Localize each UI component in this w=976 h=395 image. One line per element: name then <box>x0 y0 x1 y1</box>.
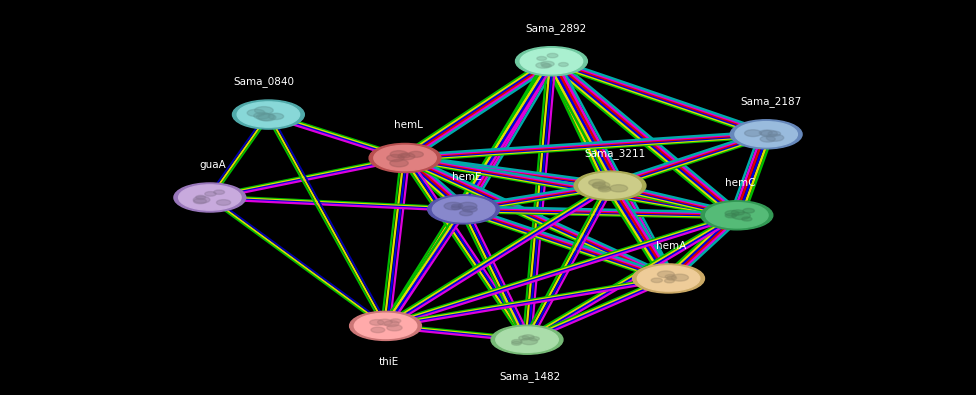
Circle shape <box>193 196 210 203</box>
Circle shape <box>390 150 408 158</box>
Text: hemA: hemA <box>657 241 686 251</box>
Circle shape <box>386 154 404 162</box>
Circle shape <box>637 266 700 291</box>
Circle shape <box>665 275 676 279</box>
Circle shape <box>671 274 688 281</box>
Circle shape <box>205 192 216 196</box>
Circle shape <box>706 203 768 228</box>
Circle shape <box>460 211 472 216</box>
Circle shape <box>592 183 605 188</box>
Text: Sama_2187: Sama_2187 <box>741 96 801 107</box>
Text: hemE: hemE <box>452 172 481 182</box>
Circle shape <box>370 320 384 325</box>
Circle shape <box>444 202 463 210</box>
Circle shape <box>574 171 646 200</box>
Circle shape <box>725 213 736 218</box>
Text: guaA: guaA <box>199 160 226 170</box>
Circle shape <box>452 204 462 208</box>
Circle shape <box>725 211 739 216</box>
Circle shape <box>589 179 605 186</box>
Circle shape <box>558 62 568 66</box>
Circle shape <box>389 159 408 167</box>
Circle shape <box>541 61 554 67</box>
Circle shape <box>451 206 461 210</box>
Circle shape <box>667 276 676 280</box>
Circle shape <box>378 319 392 325</box>
Circle shape <box>374 145 436 171</box>
Text: Sama_3211: Sama_3211 <box>585 148 645 159</box>
Circle shape <box>522 335 534 340</box>
Text: hemC: hemC <box>724 178 755 188</box>
Circle shape <box>732 212 751 220</box>
Circle shape <box>214 190 224 194</box>
Circle shape <box>743 209 754 213</box>
Circle shape <box>542 64 551 68</box>
Circle shape <box>259 114 276 121</box>
Circle shape <box>371 327 385 333</box>
Circle shape <box>760 130 777 137</box>
Circle shape <box>427 195 500 224</box>
Circle shape <box>179 185 241 210</box>
Circle shape <box>598 187 611 192</box>
Circle shape <box>398 153 415 160</box>
Circle shape <box>610 185 628 192</box>
Circle shape <box>760 136 775 142</box>
Circle shape <box>232 100 305 129</box>
Circle shape <box>193 199 207 204</box>
Circle shape <box>386 325 402 331</box>
Circle shape <box>579 173 641 198</box>
Circle shape <box>459 202 477 210</box>
Circle shape <box>518 336 529 340</box>
Circle shape <box>521 338 538 345</box>
Circle shape <box>254 113 270 119</box>
Circle shape <box>511 340 522 344</box>
Circle shape <box>511 341 521 345</box>
Circle shape <box>408 151 424 157</box>
Circle shape <box>745 130 761 137</box>
Text: Sama_1482: Sama_1482 <box>500 371 560 382</box>
Circle shape <box>537 56 547 60</box>
Circle shape <box>520 49 583 74</box>
Circle shape <box>536 62 550 68</box>
Circle shape <box>237 102 300 127</box>
Circle shape <box>349 311 422 340</box>
Circle shape <box>766 134 784 141</box>
Circle shape <box>255 107 273 114</box>
Circle shape <box>598 186 610 190</box>
Text: hemL: hemL <box>393 120 423 130</box>
Circle shape <box>529 337 540 341</box>
Circle shape <box>217 199 230 205</box>
Circle shape <box>174 183 246 212</box>
Circle shape <box>515 47 588 76</box>
Text: Sama_0840: Sama_0840 <box>233 76 294 87</box>
Circle shape <box>759 130 772 135</box>
Circle shape <box>658 271 674 278</box>
Circle shape <box>665 279 674 283</box>
Text: Sama_2892: Sama_2892 <box>526 23 587 34</box>
Circle shape <box>257 113 274 120</box>
Circle shape <box>196 196 206 199</box>
Circle shape <box>731 210 745 215</box>
Circle shape <box>247 109 265 117</box>
Circle shape <box>768 131 781 136</box>
Circle shape <box>385 321 399 327</box>
Circle shape <box>463 206 477 212</box>
Circle shape <box>651 278 663 282</box>
Circle shape <box>632 264 705 293</box>
Circle shape <box>701 201 773 230</box>
Circle shape <box>742 217 752 221</box>
Circle shape <box>730 120 802 149</box>
Text: thiE: thiE <box>379 357 398 367</box>
Circle shape <box>400 154 410 158</box>
Circle shape <box>354 313 417 339</box>
Circle shape <box>268 113 284 120</box>
Circle shape <box>491 325 563 354</box>
Circle shape <box>592 182 610 189</box>
Circle shape <box>369 143 441 173</box>
Circle shape <box>432 197 495 222</box>
Circle shape <box>390 319 401 323</box>
Circle shape <box>548 53 558 58</box>
Circle shape <box>735 122 797 147</box>
Circle shape <box>496 327 558 352</box>
